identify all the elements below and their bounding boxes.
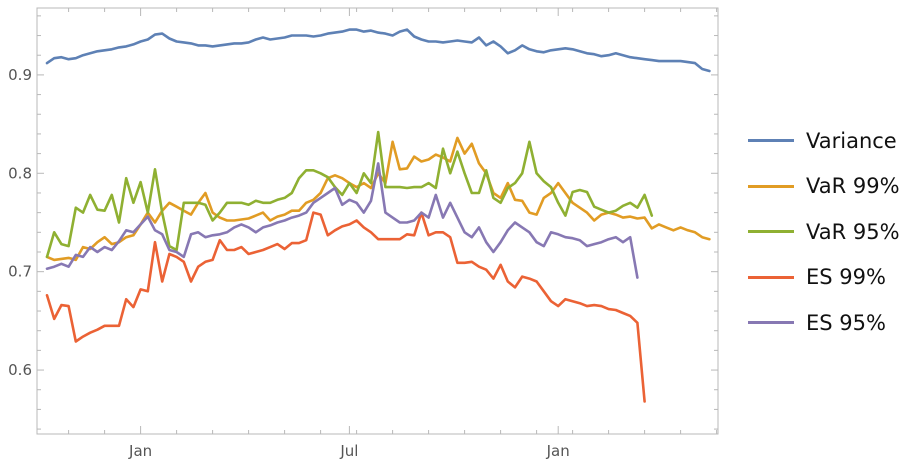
axis-ticks (37, 8, 718, 434)
legend-label: Variance (806, 128, 897, 153)
series-lines (45, 28, 711, 403)
legend-label: ES 99% (806, 265, 886, 290)
y-tick-label: 0.8 (8, 164, 32, 182)
legend-label: ES 95% (806, 310, 886, 335)
legend-swatch (748, 275, 794, 279)
legend-label: VaR 99% (806, 174, 900, 199)
series-line-var-99- (45, 136, 711, 262)
legend: Variance VaR 99% VaR 95% ES 99% ES 95% (748, 118, 918, 346)
x-tick-label: Jan (128, 442, 152, 460)
x-tick-label: Jan (546, 442, 570, 460)
y-tick-label: 0.6 (8, 361, 32, 379)
legend-item-variance[interactable]: Variance (748, 118, 918, 164)
legend-item-var95[interactable]: VaR 95% (748, 209, 918, 255)
legend-swatch (748, 139, 794, 143)
series-line-es-99- (45, 211, 646, 403)
axis-tick-labels: 0.6 0.7 0.8 0.9 Jan Jul Jan (8, 66, 570, 460)
y-tick-label: 0.7 (8, 263, 32, 281)
x-tick-label: Jul (339, 442, 358, 460)
series-line-var-95- (45, 130, 654, 259)
legend-item-var99[interactable]: VaR 99% (748, 164, 918, 210)
legend-item-es99[interactable]: ES 99% (748, 255, 918, 301)
y-tick-label: 0.9 (8, 66, 32, 84)
legend-swatch (748, 321, 794, 325)
plot-frame (36, 7, 719, 435)
legend-swatch (748, 184, 794, 188)
legend-label: VaR 95% (806, 219, 900, 244)
series-line-variance (45, 28, 711, 73)
legend-item-es95[interactable]: ES 95% (748, 300, 918, 346)
series-line-es-95- (45, 162, 639, 279)
legend-swatch (748, 230, 794, 234)
